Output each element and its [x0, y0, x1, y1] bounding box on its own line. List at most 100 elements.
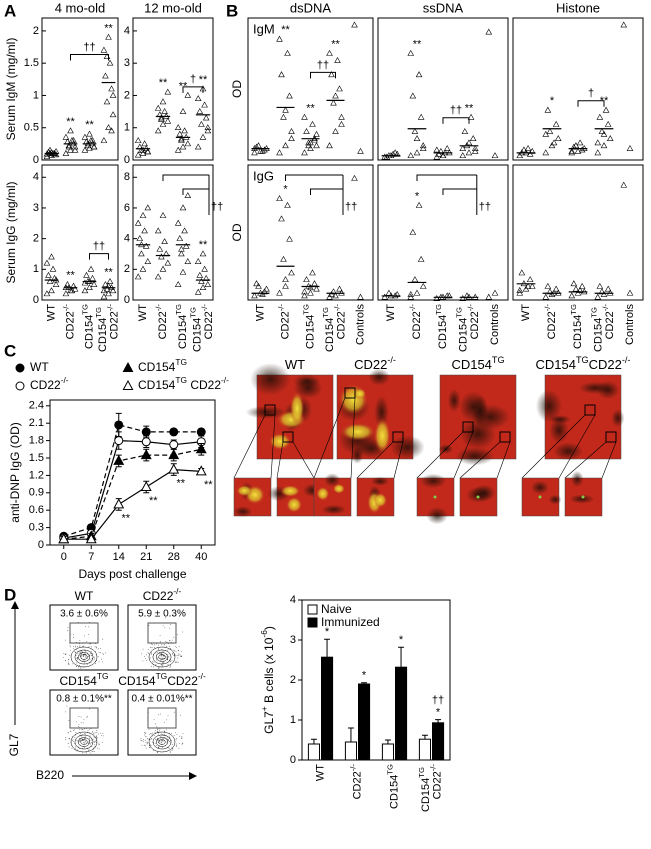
flow-dot [157, 657, 159, 659]
data-point [62, 149, 70, 156]
legend-marker [15, 381, 25, 391]
flow-dot [102, 733, 104, 734]
flow-dot [180, 714, 181, 716]
flow-dot [166, 719, 168, 721]
flow-dot [180, 650, 182, 652]
data-point [568, 147, 576, 154]
micrograph-texture [530, 480, 549, 495]
bracket-label: †† [211, 201, 223, 213]
micrograph-texture [420, 473, 447, 489]
data-point [71, 285, 79, 292]
flow-dot [167, 659, 168, 661]
data-point [307, 284, 314, 291]
flow-dot [85, 656, 86, 658]
data-point [105, 33, 112, 40]
flow-dot [168, 740, 170, 742]
data-point [100, 287, 108, 294]
y-tick-label: 0.9 [29, 487, 44, 499]
flow-dot [160, 659, 162, 661]
flow-percent: 5.9 ± 0.3% [138, 609, 186, 620]
data-point [626, 289, 634, 296]
data-point [336, 285, 343, 292]
y-axis-label: Serum IgM (mg/ml) [4, 38, 18, 141]
flow-dot [151, 666, 153, 667]
flow-dot [69, 646, 71, 648]
data-point [49, 265, 57, 272]
data-point [309, 269, 316, 276]
micrograph-texture [338, 384, 368, 416]
micrograph-texture [373, 492, 388, 508]
data-point [471, 145, 479, 151]
flow-plot [49, 689, 119, 756]
flow-dot [87, 743, 89, 744]
data-point [554, 135, 562, 141]
data-point [139, 265, 147, 272]
flow-contour [74, 649, 94, 665]
error-bar [384, 739, 391, 744]
y-axis-label: GL7+ B cells (x 10-6) [259, 626, 276, 734]
y-tick-label: 6 [124, 202, 130, 214]
flow-dot [168, 739, 170, 741]
zoom-box [282, 431, 294, 443]
flow-dot [178, 742, 180, 744]
flow-dot [80, 654, 82, 655]
flow-dot [69, 645, 71, 647]
micrograph-texture [321, 504, 347, 515]
data-point [307, 145, 314, 151]
data-point [328, 290, 335, 297]
data-point [251, 149, 258, 156]
x-tick-label: CD154TG CD22-/- [454, 304, 481, 352]
micrograph-texture [371, 476, 390, 486]
data-point [52, 281, 60, 287]
flow-dot [167, 656, 169, 658]
flow-dot [149, 657, 151, 659]
data-point [485, 293, 493, 300]
flow-dot [92, 653, 94, 655]
flow-dot [151, 643, 152, 645]
bracket [442, 117, 470, 124]
flow-dot [176, 743, 177, 745]
data-point [594, 149, 602, 156]
data-point [62, 133, 70, 140]
flow-dot [65, 739, 67, 740]
flow-dot [150, 733, 151, 735]
flow-dot [91, 646, 93, 648]
plot-frame [512, 164, 644, 301]
flow-contour [148, 646, 176, 668]
data-point [83, 271, 90, 278]
flow-dot [84, 733, 86, 735]
data-point [620, 181, 628, 188]
data-point [159, 120, 167, 127]
data-point [443, 292, 451, 299]
micrograph-texture [553, 442, 584, 461]
flow-dot [86, 664, 88, 665]
flow-dot [178, 748, 180, 749]
flow-dot [161, 662, 163, 664]
micrograph-texture [268, 432, 292, 450]
y-axis-label: OD [230, 80, 244, 98]
flow-dot [66, 705, 68, 707]
flow-dot [85, 625, 87, 627]
significance: * [399, 634, 404, 646]
data-point [174, 146, 182, 153]
data-point [288, 135, 295, 141]
flow-dot [83, 659, 85, 661]
flow-dot [75, 747, 76, 749]
flow-dot [175, 739, 177, 741]
flow-contour [158, 739, 166, 745]
flow-dot [102, 741, 104, 743]
flow-dot [156, 740, 158, 741]
data-point [303, 276, 310, 283]
flow-dot [75, 732, 77, 734]
flow-dot [177, 650, 179, 651]
data-point [144, 204, 152, 211]
flow-dot [160, 740, 162, 742]
flow-dot [151, 733, 153, 735]
flow-dot [155, 652, 157, 654]
flow-dot [156, 726, 158, 728]
data-point [179, 107, 187, 114]
data-point [301, 113, 308, 120]
data-point [136, 235, 144, 241]
panel-label: C [4, 341, 16, 360]
flow-dot [153, 735, 155, 736]
